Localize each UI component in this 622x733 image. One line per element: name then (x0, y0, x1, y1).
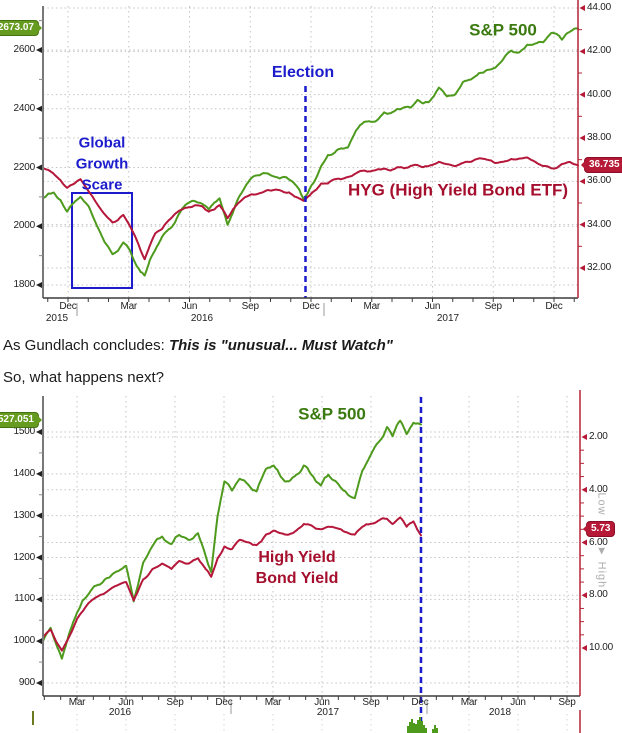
high-yield-line (42, 516, 422, 652)
left-tick-arrow (36, 429, 42, 435)
left-tick-arrow (36, 596, 42, 603)
left-tick-arrow (36, 164, 42, 171)
volume-bar (409, 722, 411, 733)
volume-bar (407, 726, 409, 733)
left-tick-arrow (36, 470, 42, 477)
what-happens-next-text: So, what happens next? (3, 369, 164, 386)
volume-bar (411, 719, 413, 733)
left-tick-arrow (36, 638, 42, 645)
volume-bar (425, 728, 427, 733)
left-tick-arrow (36, 105, 42, 112)
right-tick-arrow (581, 539, 587, 546)
volume-bar (423, 725, 425, 733)
left-tick-arrow (36, 680, 42, 686)
volume-bar (434, 725, 436, 733)
right-tick-arrow (581, 434, 587, 440)
volume-bar (421, 721, 423, 733)
left-tick-arrow (36, 554, 42, 561)
volume-bar (436, 728, 438, 733)
right-tick-arrow (581, 645, 587, 651)
volume-bar (419, 717, 421, 733)
conclusion-quote: This is "unusual... Must Watch" (168, 337, 393, 354)
high-yield-line (42, 156, 579, 261)
right-tick-arrow (579, 265, 585, 271)
left-tick-arrow (36, 47, 42, 53)
left-tick-arrow (36, 282, 42, 288)
left-tick-arrow (36, 223, 42, 230)
right-tick-arrow (579, 135, 585, 141)
right-tick-arrow (581, 486, 587, 493)
right-tick-arrow (579, 91, 585, 98)
right-tick-arrow (579, 5, 585, 11)
question-line: So, what happens next? (3, 369, 164, 386)
right-tick-arrow (579, 48, 585, 55)
volume-bar (417, 720, 419, 733)
conclusion-prefix: As Gundlach concludes: (3, 337, 169, 354)
sp500-line (42, 27, 579, 277)
right-tick-arrow (579, 178, 585, 185)
scare-annotation-box (71, 192, 133, 289)
sp500-line (42, 419, 422, 660)
volume-bar (432, 729, 434, 733)
gundlach-conclusion-text: As Gundlach concludes: This is "unusual.… (3, 337, 393, 354)
right-tick-arrow (581, 592, 587, 599)
right-tick-arrow (579, 221, 585, 228)
volume-bar (415, 724, 417, 733)
left-tick-arrow (36, 512, 42, 519)
volume-bar (413, 723, 415, 733)
